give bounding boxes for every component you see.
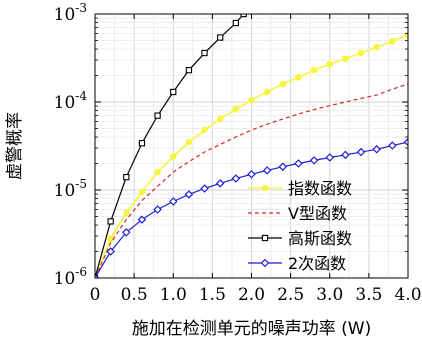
data-point — [201, 49, 208, 57]
data-point — [260, 258, 270, 268]
data-point — [123, 173, 130, 181]
x-tick-label: 1.5 — [199, 285, 226, 305]
data-point — [200, 184, 209, 193]
data-point — [138, 140, 146, 147]
ticks: 0 0.5 1.0 1.5 2.0 2.5 3.0 3.5 4.010-610-510-410-… — [54, 1, 422, 305]
legend-item: 2次函数 — [248, 254, 346, 273]
data-point — [185, 138, 193, 146]
y-tick-exponent: -3 — [75, 1, 87, 15]
data-point — [231, 174, 241, 183]
x-tick-label: 1.0 — [160, 285, 187, 305]
y-tick-label: 10-6 — [54, 265, 87, 289]
legend-item: V型函数 — [248, 204, 347, 223]
data-point — [403, 137, 408, 147]
series-line — [95, 83, 408, 278]
data-point — [169, 153, 177, 160]
data-point — [389, 37, 396, 45]
data-point — [310, 66, 318, 74]
y-tick-label: 10-5 — [54, 177, 87, 201]
data-point — [216, 115, 224, 123]
x-tick-label: 0 — [90, 285, 101, 305]
data-point — [261, 184, 269, 192]
data-point — [341, 150, 350, 160]
series-4 — [95, 137, 408, 278]
data-point — [170, 88, 177, 96]
x-tick-label: 2.5 — [277, 285, 304, 305]
series-2 — [95, 83, 408, 278]
series-3 — [95, 14, 247, 278]
series-1 — [95, 31, 408, 278]
data-point — [106, 247, 115, 256]
data-point — [263, 88, 271, 96]
data-point — [342, 55, 349, 63]
data-point — [201, 126, 208, 134]
data-point — [294, 159, 303, 168]
x-axis-title: 施加在检测单元的噪声功率 (W) — [132, 319, 371, 339]
grid — [94, 14, 409, 278]
x-tick-label: 4.0 — [394, 285, 421, 305]
legend-label: 指数函数 — [288, 179, 352, 198]
y-axis-title: 虚警概率 — [5, 112, 25, 180]
legend-label: 高斯函数 — [288, 229, 352, 248]
x-tick-label: 3.5 — [355, 285, 382, 305]
data-point — [232, 19, 239, 27]
data-point — [95, 273, 100, 278]
data-point — [185, 67, 193, 74]
data-point — [107, 218, 114, 225]
data-point — [123, 209, 130, 217]
data-point — [261, 234, 269, 242]
data-point — [217, 34, 224, 41]
data-point — [372, 145, 381, 154]
data-point — [215, 179, 225, 188]
legend-label: V型函数 — [288, 204, 347, 223]
y-tick-base: 10 — [54, 93, 76, 113]
data-point — [169, 197, 178, 206]
y-tick-exponent: -6 — [75, 265, 87, 279]
data-point — [137, 215, 147, 224]
data-point — [357, 49, 365, 57]
y-tick-base: 10 — [54, 269, 76, 289]
data-point — [154, 112, 161, 119]
data-point — [325, 153, 334, 162]
data-point — [373, 43, 381, 51]
data-point — [107, 235, 114, 242]
y-tick-exponent: -5 — [75, 177, 87, 191]
data-point — [122, 228, 131, 237]
data-point — [295, 74, 302, 81]
legend-item: 指数函数 — [248, 179, 352, 198]
data-point — [138, 188, 146, 196]
x-tick-label: 0.5 — [121, 285, 148, 305]
data-point — [279, 80, 287, 88]
data-point — [154, 168, 161, 176]
data-point — [184, 190, 194, 199]
y-tick-base: 10 — [54, 181, 76, 201]
y-tick-base: 10 — [54, 5, 76, 25]
data-point — [388, 141, 397, 150]
x-tick-label: 2.0 — [238, 285, 265, 305]
y-tick-exponent: -4 — [75, 89, 87, 103]
data-point — [262, 166, 272, 175]
data-point — [248, 96, 255, 104]
data-point — [240, 14, 247, 18]
legend-item: 高斯函数 — [248, 229, 352, 248]
data-point — [309, 156, 319, 165]
y-tick-label: 10-3 — [54, 1, 87, 25]
data-point — [247, 170, 256, 179]
data-point — [278, 162, 288, 171]
legend-label: 2次函数 — [288, 254, 346, 273]
data-point — [326, 60, 334, 68]
y-tick-label: 10-4 — [54, 89, 88, 113]
series-layer — [95, 14, 408, 278]
data-point — [356, 147, 366, 157]
data-point — [153, 205, 162, 214]
x-tick-label: 3.0 — [316, 285, 343, 305]
data-point — [232, 105, 240, 113]
